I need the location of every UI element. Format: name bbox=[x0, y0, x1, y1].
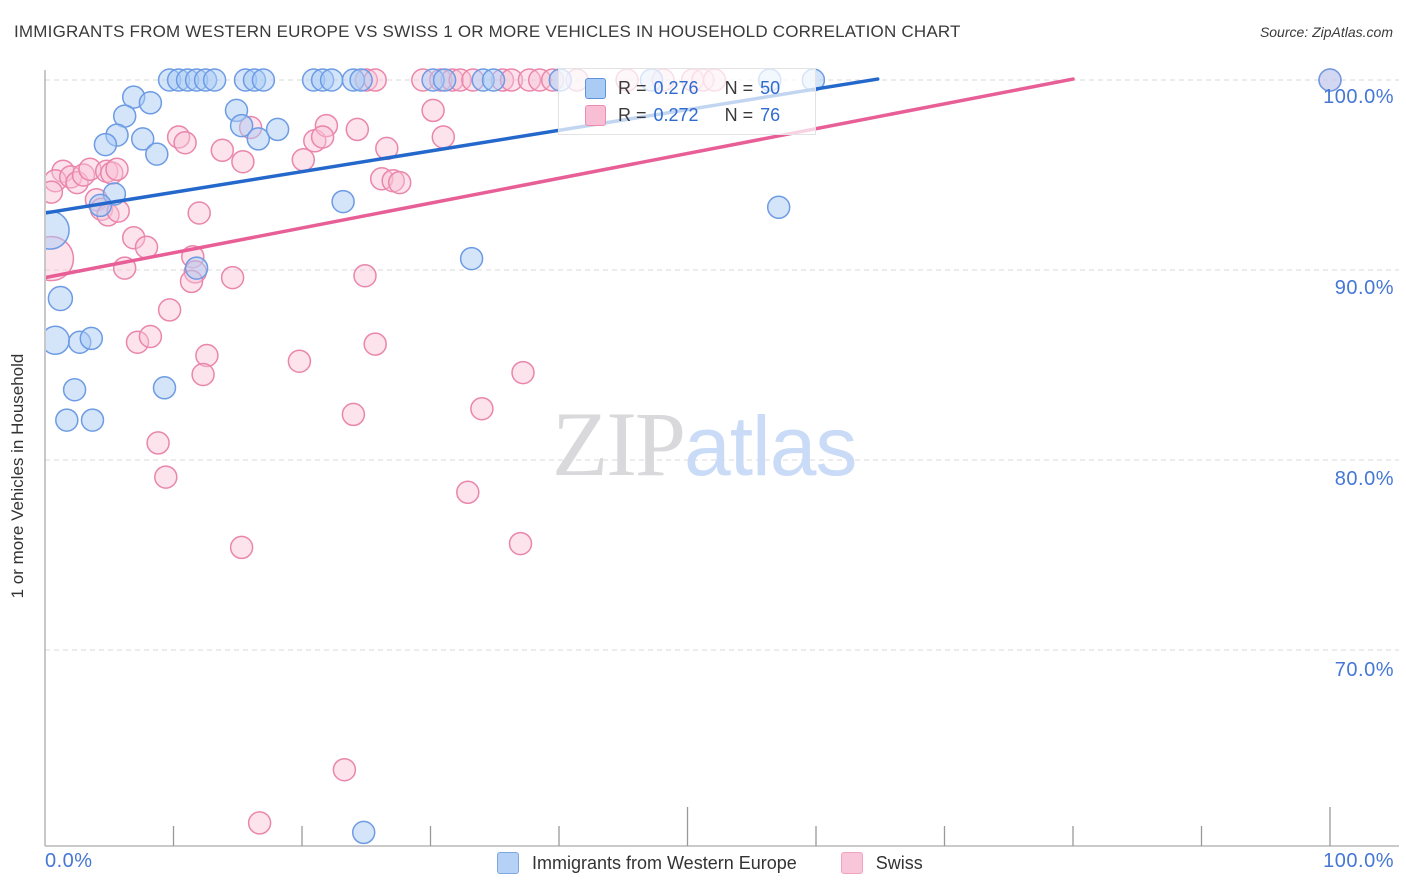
scatter-point bbox=[195, 343, 219, 368]
scatter-point bbox=[265, 117, 290, 142]
scatter-point bbox=[55, 408, 79, 432]
chart-title: IMMIGRANTS FROM WESTERN EUROPE VS SWISS … bbox=[14, 22, 961, 41]
y-tick-label-90: 90.0% bbox=[1334, 277, 1394, 299]
scatter-point bbox=[291, 148, 316, 172]
scatter-point bbox=[184, 256, 209, 280]
y-tick-label-70: 70.0% bbox=[1334, 659, 1394, 681]
trend-line-pink bbox=[46, 77, 1075, 280]
scatter-point bbox=[191, 362, 215, 387]
scatter-point bbox=[387, 170, 412, 195]
x-axis-max-label: 100.0% bbox=[1323, 850, 1394, 872]
scatter-point bbox=[138, 91, 163, 115]
scatter-point bbox=[138, 324, 163, 349]
scatter-point bbox=[1318, 68, 1342, 92]
x-axis-min-label: 0.0% bbox=[45, 850, 93, 872]
scatter-point bbox=[93, 132, 118, 157]
r-value: 0.272 bbox=[653, 104, 699, 125]
scatter-point bbox=[353, 263, 377, 288]
blue-series-swatch bbox=[585, 77, 606, 99]
y-tick-label-100: 100.0% bbox=[1323, 86, 1394, 108]
scatter-point bbox=[345, 117, 370, 142]
scatter-point bbox=[157, 298, 182, 322]
scatter-point bbox=[246, 127, 271, 151]
y-axis-title: 1 or more Vehicles in Household bbox=[8, 353, 27, 599]
scatter-point bbox=[125, 330, 150, 354]
n-label: N = bbox=[724, 104, 754, 125]
scatter-point bbox=[46, 210, 70, 250]
legend-row-pink: R = 0.272 N = 76 bbox=[585, 104, 815, 126]
blue-series-swatch bbox=[497, 852, 519, 874]
n-value: 76 bbox=[760, 104, 781, 125]
scatter-point bbox=[247, 811, 272, 835]
scatter-point bbox=[121, 225, 146, 250]
scatter-point bbox=[220, 265, 245, 290]
scatter-point bbox=[319, 68, 344, 92]
r-label: R = bbox=[618, 77, 647, 98]
correlation-legend: R = 0.276 N = 50 R = 0.272 N = 76 bbox=[558, 68, 816, 135]
scatter-point bbox=[173, 130, 197, 155]
scatter-point bbox=[331, 189, 355, 214]
scatter-point bbox=[46, 180, 64, 204]
scatter-point bbox=[154, 465, 178, 489]
scatter-point bbox=[187, 201, 211, 225]
scatter-point bbox=[310, 125, 335, 149]
scatter-point bbox=[508, 531, 533, 556]
scatter-point bbox=[202, 68, 227, 92]
r-label: R = bbox=[618, 104, 647, 125]
legend-row-blue: R = 0.276 N = 50 bbox=[585, 77, 815, 99]
scatter-point bbox=[363, 332, 387, 356]
scatter-point bbox=[62, 377, 87, 402]
scatter-point bbox=[431, 125, 456, 149]
scatter-point bbox=[79, 326, 104, 351]
y-tick-label-80: 80.0% bbox=[1334, 468, 1394, 490]
scatter-point bbox=[470, 396, 494, 421]
n-value: 50 bbox=[760, 77, 781, 98]
r-value: 0.276 bbox=[653, 77, 699, 98]
scatter-point bbox=[421, 98, 445, 123]
scatter-point bbox=[459, 246, 484, 271]
scatter-point bbox=[145, 142, 169, 166]
scatter-point bbox=[351, 820, 376, 845]
scatter-point bbox=[341, 402, 366, 427]
scatter-point bbox=[130, 127, 155, 151]
scatter-point bbox=[432, 68, 457, 92]
scatter-point bbox=[456, 480, 480, 505]
scatter-point bbox=[349, 68, 373, 92]
scatter-point bbox=[251, 68, 276, 92]
scatter-point bbox=[105, 157, 129, 182]
source-attribution: Source: ZipAtlas.com bbox=[1259, 24, 1393, 40]
scatter-point bbox=[229, 113, 254, 138]
scatter-point bbox=[287, 349, 312, 373]
scatter-point bbox=[231, 149, 255, 174]
pink-series-swatch bbox=[840, 852, 863, 874]
scatter-point bbox=[152, 376, 177, 400]
scatter-point bbox=[511, 360, 535, 385]
scatter-point bbox=[332, 757, 357, 782]
scatter-point bbox=[47, 285, 74, 312]
pink-series-label: Swiss bbox=[875, 852, 923, 873]
scatter-point bbox=[210, 138, 235, 163]
scatter-point bbox=[80, 408, 105, 432]
scatter-point bbox=[146, 431, 170, 455]
scatter-point bbox=[229, 535, 254, 560]
scatter-point bbox=[766, 195, 791, 220]
scatter-point bbox=[481, 68, 506, 92]
n-label: N = bbox=[724, 77, 754, 98]
series-legend: Immigrants from Western Europe Swiss bbox=[497, 852, 923, 874]
blue-series-label: Immigrants from Western Europe bbox=[532, 852, 797, 873]
pink-series-swatch bbox=[585, 104, 606, 126]
